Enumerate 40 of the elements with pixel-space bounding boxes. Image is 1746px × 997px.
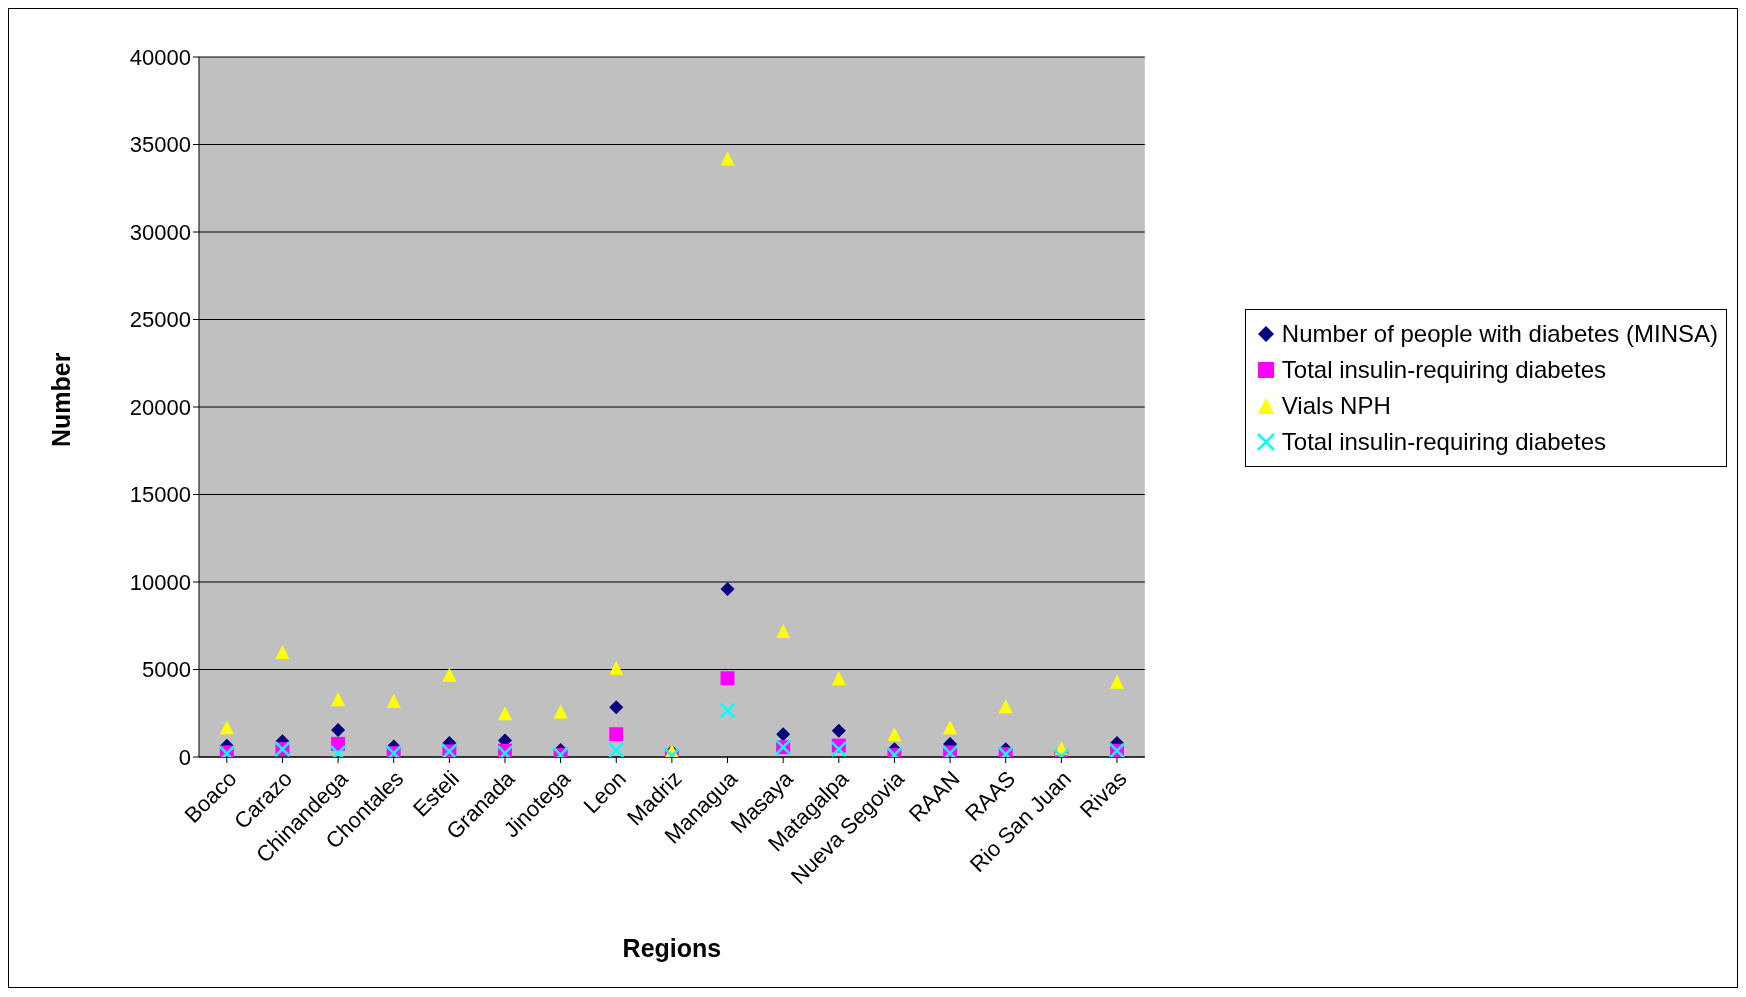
- point: [998, 699, 1013, 714]
- point: [1109, 674, 1124, 689]
- y-tick-label: 10000: [129, 569, 191, 595]
- x-axis-title: Regions: [622, 934, 722, 962]
- y-tick-label: 25000: [129, 307, 191, 333]
- point: [331, 722, 346, 737]
- point: [776, 727, 791, 742]
- point: [609, 660, 624, 675]
- point: [943, 720, 958, 735]
- point: [887, 727, 902, 742]
- legend-label: Vials NPH: [1281, 392, 1391, 420]
- point: [442, 667, 457, 682]
- y-tick-label: 30000: [129, 219, 191, 245]
- point: [609, 700, 624, 715]
- y-tick-label: 20000: [129, 394, 191, 420]
- point: [331, 692, 346, 707]
- point: [831, 671, 846, 686]
- y-tick-label: 40000: [129, 44, 191, 70]
- legend-label: Total insulin-requiring diabetes: [1281, 356, 1606, 384]
- y-tick-label: 35000: [129, 132, 191, 158]
- legend-label: Number of people with diabetes (MINSA): [1281, 320, 1718, 348]
- point: [720, 151, 735, 166]
- point: [608, 741, 625, 757]
- legend-label: Total insulin-requiring diabetes: [1281, 428, 1606, 456]
- point: [720, 671, 735, 686]
- point: [776, 624, 791, 638]
- y-axis-title: Number: [46, 352, 75, 447]
- y-tick-label: 0: [178, 744, 191, 770]
- point: [719, 702, 736, 719]
- point: [609, 727, 624, 742]
- point: [386, 694, 401, 708]
- point: [720, 582, 735, 596]
- point: [831, 723, 846, 738]
- point: [497, 706, 512, 721]
- y-tick-label: 5000: [142, 657, 191, 683]
- point: [830, 740, 848, 757]
- point: [219, 720, 234, 735]
- point: [275, 645, 290, 659]
- y-tick-label: 15000: [129, 482, 191, 508]
- point: [553, 704, 568, 719]
